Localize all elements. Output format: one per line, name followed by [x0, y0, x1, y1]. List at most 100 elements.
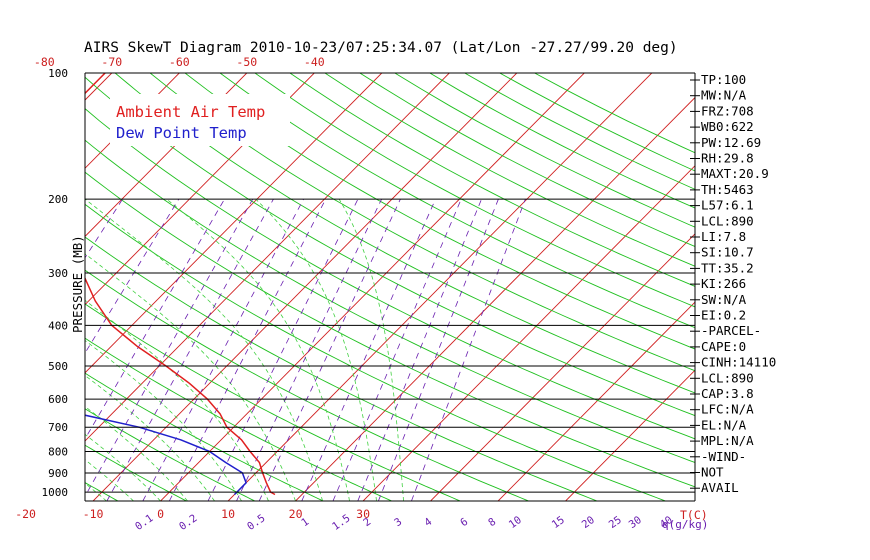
- mixing-ratio-line: [301, 199, 436, 501]
- dry-adiabat-line: [359, 73, 695, 248]
- isotherm-line: [227, 73, 653, 501]
- stability-index-item: LI:7.8: [701, 229, 746, 244]
- legend-dew-point-temp: Dew Point Temp: [116, 124, 247, 142]
- stability-index-item: EI:0.2: [701, 308, 746, 323]
- stability-index-item: NOT: [701, 465, 724, 480]
- chart-title: AIRS SkewT Diagram 2010-10-23/07:25:34.0…: [84, 40, 678, 56]
- dry-adiabat-line: [85, 269, 529, 501]
- stability-index-item: RH:29.8: [701, 151, 754, 166]
- temperature-profile-line: [85, 73, 276, 496]
- dry-adiabat-line: [324, 73, 695, 267]
- top-temp-tick-label: -70: [101, 55, 122, 69]
- moist-adiabat-line: [255, 198, 377, 501]
- stability-index-item: CAP:3.8: [701, 386, 754, 401]
- dry-adiabat-line: [114, 73, 695, 394]
- isotherm-line: [430, 233, 695, 501]
- stability-index-item: KI:266: [701, 276, 746, 291]
- stability-index-item: MPL:N/A: [701, 433, 754, 448]
- isotherm-line: [160, 73, 585, 501]
- plot-frame: [84, 72, 696, 502]
- dry-adiabat-line: [254, 73, 695, 308]
- isotherm-line: [295, 96, 695, 501]
- bottom-temp-tick-label: 30: [356, 507, 370, 521]
- mixing-ratio-line: [142, 198, 304, 501]
- moist-adiabat-line: [85, 405, 188, 501]
- dry-adiabat-line: [289, 73, 695, 287]
- dry-adiabat-line: [219, 73, 695, 329]
- stability-index-item: L57:6.1: [701, 198, 754, 213]
- pressure-tick-label: 800: [48, 446, 68, 459]
- dry-adiabat-line: [85, 203, 666, 501]
- dry-adiabat-line: [85, 76, 695, 417]
- dry-adiabat-line: [85, 408, 256, 501]
- mixing-ratio-line: [85, 198, 254, 498]
- mixing-ratio-tick-label: 40: [658, 514, 675, 531]
- stability-index-item: SW:N/A: [701, 292, 747, 307]
- pressure-tick-label: 600: [48, 393, 68, 406]
- moist-adiabat-line: [85, 433, 161, 501]
- dry-adiabat-line: [85, 303, 461, 501]
- mixing-ratio-unit-label: q(g/kg): [662, 518, 708, 531]
- pressure-tick-label: 700: [48, 421, 68, 434]
- stability-index-item: LFC:N/A: [701, 402, 754, 417]
- top-temp-ticks: -120-110-100-90-80-70-60-50-40: [34, 55, 325, 69]
- pressure-tick-label: 900: [48, 467, 68, 480]
- dry-adiabat-line: [85, 337, 392, 501]
- mixing-ratio-line: [85, 198, 225, 440]
- bottom-temp-tick-label: -20: [15, 507, 36, 521]
- pressure-tick-label: 200: [48, 193, 68, 206]
- mixing-ratio-line: [258, 198, 401, 501]
- isotherm-line: [497, 301, 695, 501]
- mixing-ratio-tick-label: 10: [507, 514, 524, 531]
- pressure-tick-label: 300: [48, 267, 68, 280]
- dry-adiabat-line: [85, 139, 695, 464]
- dry-adiabat-line: [85, 372, 324, 501]
- mixing-ratio-tick-label: 15: [550, 514, 567, 531]
- isotherm-line: [85, 73, 383, 374]
- mixing-ratio-line: [85, 198, 123, 259]
- mixing-ratio-line: [168, 198, 327, 501]
- y-axis-label: PRESSURE (MB): [70, 235, 85, 333]
- dry-adiabat-line: [85, 444, 187, 501]
- stability-index-item: TT:35.2: [701, 260, 754, 275]
- stability-index-item: MW:N/A: [701, 88, 747, 103]
- pressure-levels: 100 200 300 400 500 600 700 800 900 1000: [42, 67, 695, 499]
- stability-index-item: LCL:890: [701, 213, 754, 228]
- pressure-tick-label: 500: [48, 360, 68, 373]
- stability-index-item: WB0:622: [701, 119, 754, 134]
- mixing-ratio-tick-label: 30: [627, 514, 644, 531]
- top-temp-tick-label: -50: [236, 55, 257, 69]
- pressure-tick-label: 100: [48, 67, 68, 80]
- mixing-ratio-line: [411, 199, 526, 501]
- bottom-temp-tick-label: -10: [83, 507, 104, 521]
- dry-adiabat-line: [85, 171, 695, 488]
- isotherm-line: [85, 73, 180, 169]
- x-axis-label: T(C): [680, 508, 708, 522]
- dry-adiabat-line: [149, 73, 695, 372]
- bottom-temp-tick-label: 20: [289, 507, 303, 521]
- pressure-tick-label: 1000: [42, 486, 69, 499]
- pressure-tick-label: 400: [48, 319, 68, 332]
- mixing-ratio-line: [207, 198, 359, 501]
- dry-adiabat-line: [85, 108, 695, 440]
- top-temp-tick-label: -60: [169, 55, 190, 69]
- mixing-ratio-tick-label: 25: [607, 514, 624, 531]
- stability-index-item: TH:5463: [701, 182, 754, 197]
- stability-index-item: -WIND-: [701, 449, 746, 464]
- stability-index-item: -PARCEL-: [701, 323, 761, 338]
- mixing-ratio-line: [236, 198, 382, 501]
- grid-layer: [85, 73, 695, 501]
- stability-index-item: EL:N/A: [701, 417, 747, 432]
- moist-adiabat-line: [85, 253, 296, 501]
- legend-ambient-air-temp: Ambient Air Temp: [116, 103, 265, 121]
- dewpoint-profile-line: [85, 414, 247, 496]
- legend-background: [110, 94, 290, 146]
- stability-index-item: FRZ:708: [701, 103, 754, 118]
- stability-index-item: PW:12.69: [701, 135, 761, 150]
- stability-index-item: CINH:14110: [701, 355, 776, 370]
- stability-index-item: CAPE:0: [701, 339, 746, 354]
- top-temp-tick-label: -80: [34, 55, 55, 69]
- bottom-temp-tick-label: 10: [221, 507, 235, 521]
